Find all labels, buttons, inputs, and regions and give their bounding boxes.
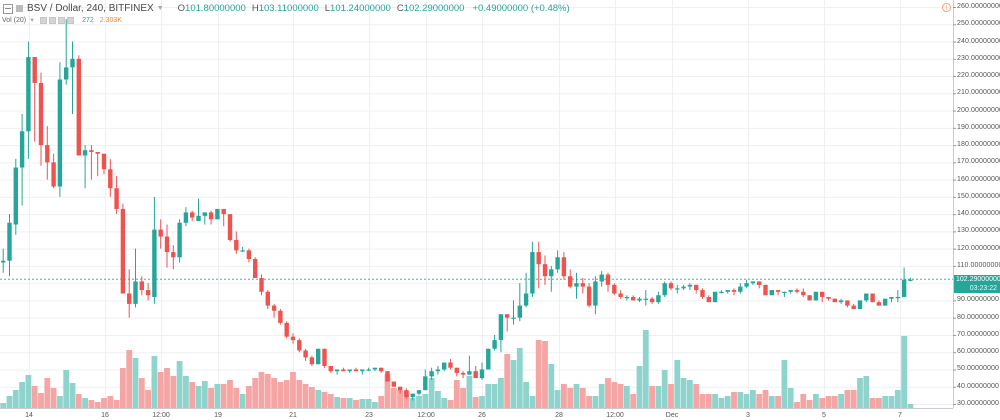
time-axis-label: 5 [822,412,826,419]
time-axis-label: 3 [746,412,750,419]
price-axis-label: 50.00000000 [957,365,999,373]
time-axis-label: Dec [665,412,679,419]
price-axis-label: 120.00000000 [957,244,1000,252]
price-axis-label: 160.00000000 [957,175,1000,183]
price-axis-label: 70.00000000 [957,330,999,338]
collapse-legend-icon[interactable] [3,3,13,14]
bar-countdown-tag: 03:23:22 [954,283,1000,293]
eye-icon[interactable] [40,17,48,24]
symbol-legend: BSV / Dollar, 240, BITFINEX ▼ O 101.80000… [0,2,570,15]
volume-value: 272 [82,17,94,24]
volume-legend: Vol (20) ▼ 272 2.303K [2,15,122,26]
price-axis-label: 30.00000000 [957,399,999,407]
chevron-down-icon[interactable]: ▼ [29,17,36,24]
time-axis-label: 14 [25,412,33,419]
price-axis-label: 150.00000000 [957,192,1000,200]
symbol-square-icon [16,5,23,12]
symbol-title[interactable]: BSV / Dollar, 240, BITFINEX [27,3,154,14]
time-axis-label: 12:00 [152,412,170,419]
price-axis-label: 90.00000000 [957,296,999,304]
price-axis-label: 180.00000000 [957,141,1000,149]
open-value: 101.80000000 [185,3,246,14]
time-axis-label: 12:00 [417,412,435,419]
low-value: 101.24000000 [330,3,391,14]
price-axis-label: 40.00000000 [957,382,999,390]
price-axis-ticks [953,7,956,405]
price-axis-label: 140.00000000 [957,210,1000,218]
settings-icon[interactable] [49,17,57,24]
price-axis-label: 190.00000000 [957,123,1000,131]
high-label: H [251,3,259,14]
current-price-tag: 102.29000000 [954,274,1000,284]
grid-lines [0,0,953,408]
candles [1,19,913,401]
change-value: +0.49000000 (+0.48%) [472,3,570,14]
high-value: 103.11000000 [258,3,319,14]
time-axis-label: 23 [365,412,373,419]
price-axis-label: 170.00000000 [957,158,1000,166]
time-axis-label: 26 [478,412,486,419]
time-axis-label: 16 [101,412,109,419]
close-label: C [396,3,404,14]
open-label: O [177,3,186,14]
volume-ma-value: 2.303K [99,17,122,24]
close-value: 102.29000000 [403,3,465,14]
price-axis-label: 130.00000000 [957,227,1000,235]
price-axis-label: 60.00000000 [957,348,999,356]
price-axis-label: 110.00000000 [957,261,1000,269]
time-axis-label: 19 [214,412,222,419]
price-axis-label: 220.00000000 [957,72,1000,80]
more-icon[interactable] [58,17,66,24]
volume-indicator-label[interactable]: Vol (20) [2,17,27,24]
close-icon[interactable] [67,17,75,24]
price-axis-label: 230.00000000 [957,54,1000,62]
price-axis-label: 240.00000000 [957,37,1000,45]
price-axis-label: 80.00000000 [957,313,999,321]
time-axis-label: 12:00 [606,412,624,419]
time-axis-label: 21 [289,412,297,419]
price-axis-label: 200.00000000 [957,106,1000,114]
time-axis-label: 28 [555,412,563,419]
low-label: L [324,3,331,14]
price-axis-label: 250.00000000 [957,20,1000,28]
price-axis-label: 210.00000000 [957,89,1000,97]
chevron-down-icon[interactable]: ▼ [156,5,164,12]
volume-bars [0,330,914,408]
time-axis-label: 7 [898,412,902,419]
price-axis-label: 260.00000000 [957,3,1000,10]
alert-clock-icon[interactable]: ! [942,3,951,12]
